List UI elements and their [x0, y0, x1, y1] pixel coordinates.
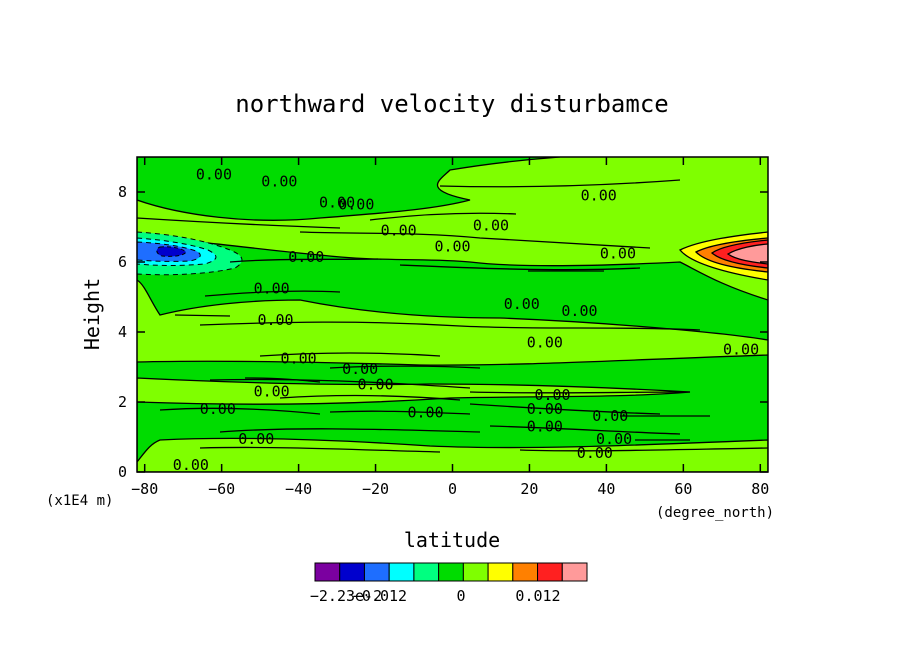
contour-label-11: 0.00	[504, 295, 540, 313]
positive-extremum-core	[726, 243, 768, 265]
contour-label-2: 0.00	[319, 194, 355, 212]
contour-label-19: 0.00	[254, 383, 290, 401]
x-axis: −80 −60 −40 −20 0 20 40 60 80	[131, 157, 769, 498]
colorbar-swatch-9	[537, 562, 563, 582]
colorbar-swatch-10	[561, 562, 588, 582]
x-units-label: (degree_north)	[656, 505, 774, 521]
contour-label-4: 0.00	[338, 195, 374, 213]
x-tick-label-8: 80	[751, 480, 769, 498]
contour-label-8: 0.00	[600, 244, 636, 262]
x-tick-label-1: −60	[208, 480, 235, 498]
contour-label-0: 0.00	[261, 173, 297, 191]
contour-label-15: 0.00	[723, 341, 759, 359]
y-tick-label-0: 0	[118, 463, 127, 481]
colorbar-label-1: −0.012	[353, 587, 407, 605]
x-tick-label-6: 40	[597, 480, 615, 498]
contour-label-9: 0.00	[288, 248, 324, 266]
colorbar-swatch-3	[388, 562, 415, 582]
colorbar-swatch-4	[413, 562, 440, 582]
contour-lines	[137, 179, 768, 453]
contour-label-14: 0.00	[527, 334, 563, 352]
x-tick-label-5: 20	[520, 480, 538, 498]
contour-labels: 0.000.000.00 0.000.000.00 0.000.00 0.000.00…	[173, 166, 759, 474]
x-tick-label-7: 60	[674, 480, 692, 498]
x-tick-label-0: −80	[131, 480, 158, 498]
negative-region-middle	[137, 237, 768, 341]
colorbar-label-0: −2.23e-2	[310, 587, 382, 605]
contour-label-22: 0.00	[592, 407, 628, 425]
x-tick-label-3: −20	[362, 480, 389, 498]
negative-extremum-core	[156, 246, 187, 257]
chart-title: northward velocity disturbamce	[235, 90, 668, 118]
y-axis-label: Height	[80, 278, 104, 350]
contour-label-12: 0.00	[561, 302, 597, 320]
contour-label-24: 0.00	[408, 404, 444, 422]
contour-label-27: 0.00	[238, 430, 274, 448]
contour-label-28: 0.00	[577, 444, 613, 462]
y-axis: 0 2 4 6 8	[118, 183, 768, 481]
y-tick-label-1: 2	[118, 393, 127, 411]
colorbar-swatch-1	[339, 562, 365, 582]
contour-label-5: 0.00	[381, 222, 417, 240]
colorbar-swatch-6	[462, 562, 489, 582]
contour-label-29: 0.00	[173, 456, 209, 474]
contour-label-13: 0.00	[257, 311, 293, 329]
colorbar-swatch-8	[512, 562, 539, 582]
negative-region-top	[137, 157, 561, 221]
contour-label-26: 0.00	[596, 430, 632, 448]
contour-label-16: 0.00	[281, 349, 317, 367]
contour-label-7: 0.00	[434, 237, 470, 255]
colorbar-swatch-2	[363, 562, 390, 582]
y-tick-label-3: 6	[118, 253, 127, 271]
y-units-label: (x1E4 m)	[46, 493, 113, 509]
contour-label-21: 0.00	[527, 400, 563, 418]
contour-label-25: 0.00	[527, 418, 563, 436]
plot-area: 0.000.000.00 0.000.000.00 0.000.00 0.000.00…	[137, 157, 768, 474]
contour-label-10: 0.00	[254, 279, 290, 297]
colorbar-swatch-5	[438, 562, 464, 582]
contour-label-23: 0.00	[200, 400, 236, 418]
colorbar-label-2: 0	[456, 587, 465, 605]
colorbar-swatch-0	[314, 562, 341, 582]
colorbar-label-3: 0.012	[515, 587, 560, 605]
colorbar-swatch-7	[487, 562, 514, 582]
contour-label-18: 0.00	[357, 376, 393, 394]
colorbar: −2.23e-2−0.012 0 0.012	[310, 562, 588, 605]
y-tick-label-4: 8	[118, 183, 127, 201]
contour-label-3: 0.00	[581, 187, 617, 205]
x-tick-label-4: 0	[448, 480, 457, 498]
contour-label-20: 0.00	[534, 386, 570, 404]
x-axis-label: latitude	[404, 528, 500, 552]
y-tick-label-2: 4	[118, 323, 127, 341]
x-tick-label-2: −40	[285, 480, 312, 498]
contour-label-6: 0.00	[473, 216, 509, 234]
contour-label-17: 0.00	[342, 360, 378, 378]
contour-label-1: 0.00	[196, 166, 232, 184]
